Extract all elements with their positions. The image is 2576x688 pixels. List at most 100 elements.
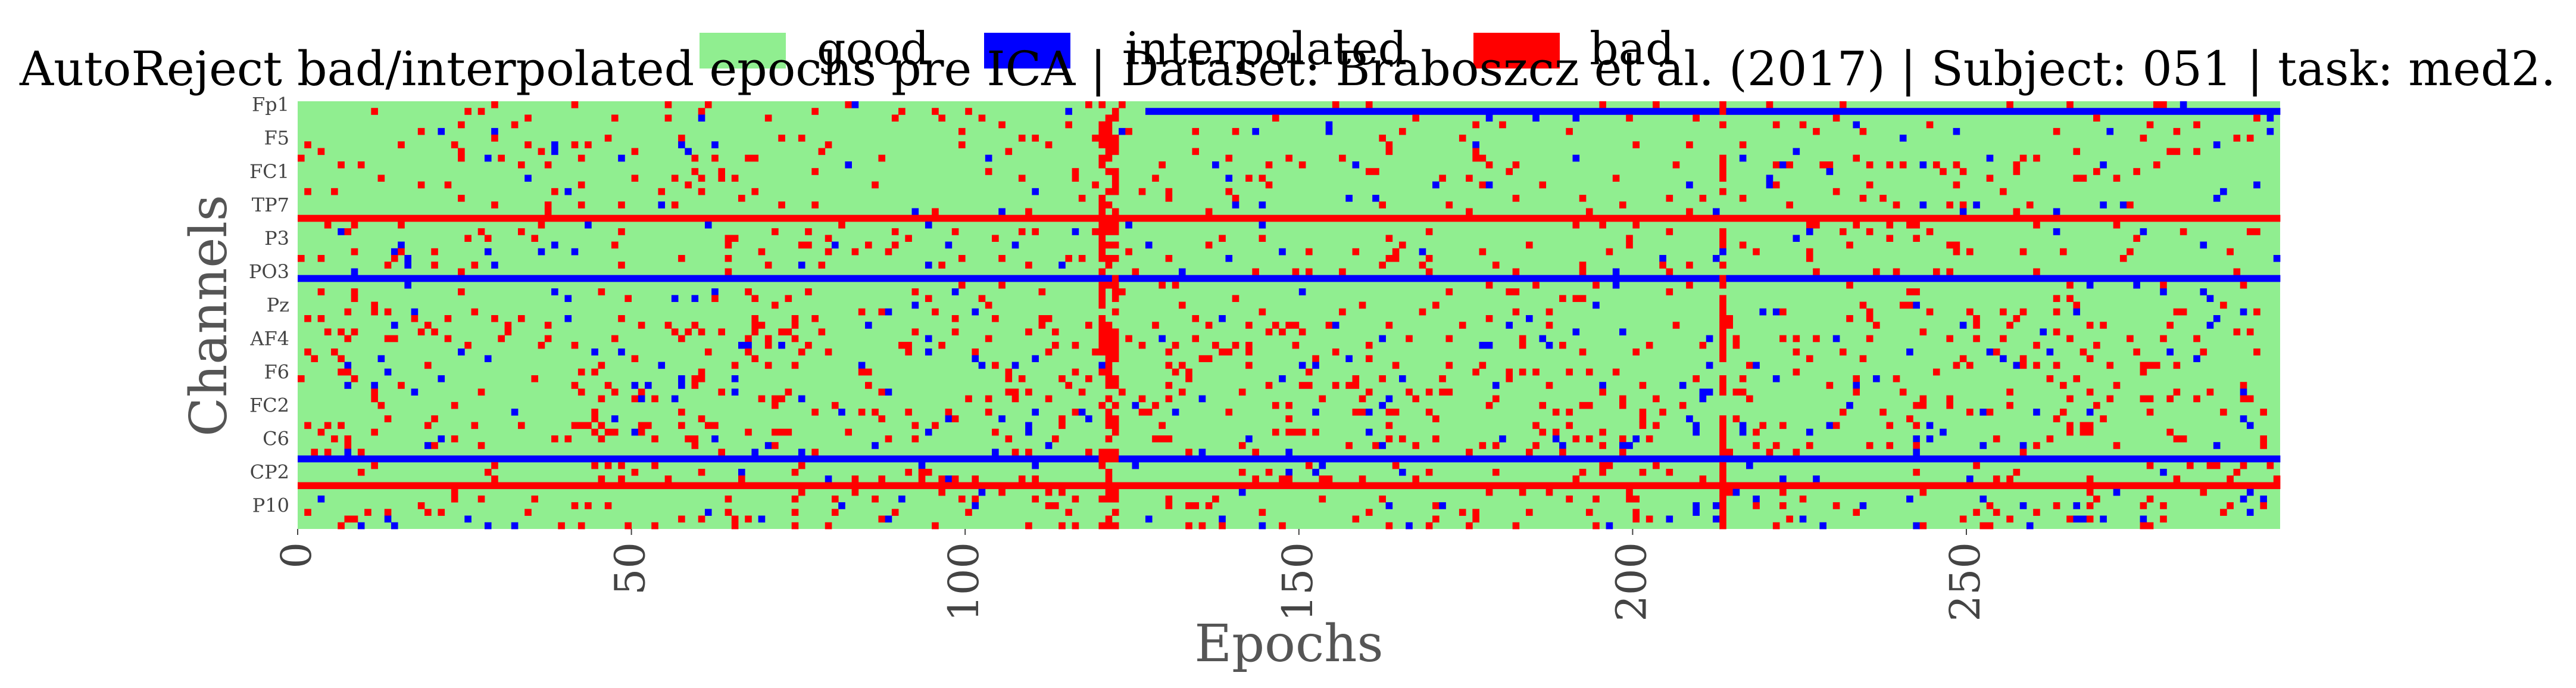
bad-cell (631, 469, 639, 476)
interpolated-cell (711, 141, 719, 148)
bad-cell (411, 315, 419, 322)
bad-cell (1853, 154, 1860, 162)
bad-cell (1699, 341, 1707, 349)
bad-cell (745, 288, 752, 295)
bad-cell (604, 382, 612, 389)
bad-cell (938, 114, 945, 122)
interpolated-cell (1612, 281, 1620, 289)
bad-cell (718, 449, 725, 456)
interpolated-cell (738, 341, 752, 349)
bad-cell (1432, 502, 1440, 509)
bad-cell (1105, 395, 1113, 403)
y-tick-label: F6 (264, 360, 289, 383)
bad-cell (745, 428, 752, 436)
bad-cell (1025, 261, 1032, 269)
bad-cell (304, 141, 311, 148)
bad-cell (464, 235, 472, 242)
bad-cell (598, 422, 605, 429)
bad-cell (1512, 522, 1520, 530)
bad-cell (1593, 495, 1600, 503)
bad-cell (2033, 362, 2040, 369)
interpolated-cell (2240, 415, 2247, 422)
bad-cell (1619, 395, 1626, 403)
bad-cell (444, 181, 452, 189)
bad-cell (1813, 268, 1820, 276)
bad-cell (1098, 288, 1106, 295)
bad-cell (671, 201, 679, 208)
bad-cell (1519, 368, 1526, 376)
bad-cell (698, 469, 705, 476)
bad-cell (1492, 395, 1500, 403)
interpolated-cell (484, 154, 492, 162)
bad-cell (1365, 101, 1373, 108)
bad-cell (998, 121, 1006, 129)
interpolated-cell (298, 275, 1113, 282)
bad-cell (2046, 375, 2054, 382)
interpolated-cell (738, 469, 745, 476)
interpolated-cell (1686, 181, 1693, 189)
bad-cell (1238, 442, 1246, 449)
bad-cell (431, 328, 438, 336)
interpolated-cell (2160, 288, 2167, 295)
bad-cell (2073, 375, 2081, 382)
bad-cell (1159, 161, 1166, 169)
interpolated-cell (845, 161, 852, 169)
bad-cell (1285, 428, 1306, 436)
bad-cell (985, 301, 992, 309)
bad-cell (491, 315, 498, 322)
bad-cell (317, 288, 325, 295)
bad-cell (2060, 409, 2067, 416)
interpolated-cell (2140, 228, 2147, 235)
interpolated-cell (1793, 148, 1800, 155)
bad-cell (2173, 435, 2187, 443)
bad-cell (338, 161, 345, 169)
bad-cell (798, 135, 805, 142)
bad-cell (745, 515, 752, 523)
bad-cell (651, 395, 658, 403)
bad-cell (1626, 241, 1633, 249)
interpolated-cell (731, 375, 739, 382)
bad-cell (785, 388, 792, 396)
interpolated-cell (691, 295, 699, 302)
bad-cell (344, 442, 352, 449)
bad-cell (1285, 401, 1292, 409)
bad-cell (1018, 175, 1026, 182)
bad-cell (831, 509, 839, 516)
interpolated-cell (1846, 401, 1853, 409)
bad-cell (1793, 335, 1800, 343)
bad-cell (1098, 255, 1119, 262)
bad-cell (2193, 148, 2200, 155)
bad-cell (1138, 341, 1146, 349)
bad-cell (1612, 368, 1620, 376)
bad-cell (2133, 235, 2140, 242)
bad-cell (2253, 114, 2260, 122)
bad-cell (1198, 355, 1213, 362)
bad-cell (1579, 469, 1587, 476)
bad-cell (1599, 469, 1606, 476)
interpolated-cell (925, 428, 932, 436)
bad-cell (2086, 515, 2094, 523)
interpolated-cell (972, 308, 979, 316)
bad-cell (1098, 315, 1106, 322)
bad-cell (1719, 348, 1726, 356)
bad-cell (2053, 328, 2060, 336)
bad-cell (2233, 268, 2241, 276)
bad-cell (678, 335, 685, 343)
bad-cell (2220, 409, 2227, 416)
bad-cell (451, 488, 458, 496)
bad-cell (331, 435, 338, 443)
bad-cell (384, 335, 398, 343)
bad-cell (2053, 415, 2060, 422)
bad-cell (1185, 449, 1192, 456)
bad-cell (691, 442, 699, 449)
bad-cell (2053, 308, 2060, 316)
bad-cell (1098, 161, 1106, 169)
bad-cell (458, 148, 465, 155)
bad-cell (1098, 127, 1113, 135)
bad-cell (1599, 101, 1606, 108)
bad-cell (1105, 168, 1119, 175)
bad-cell (398, 221, 405, 229)
bad-cell (2066, 101, 2074, 108)
bad-cell (484, 469, 492, 476)
